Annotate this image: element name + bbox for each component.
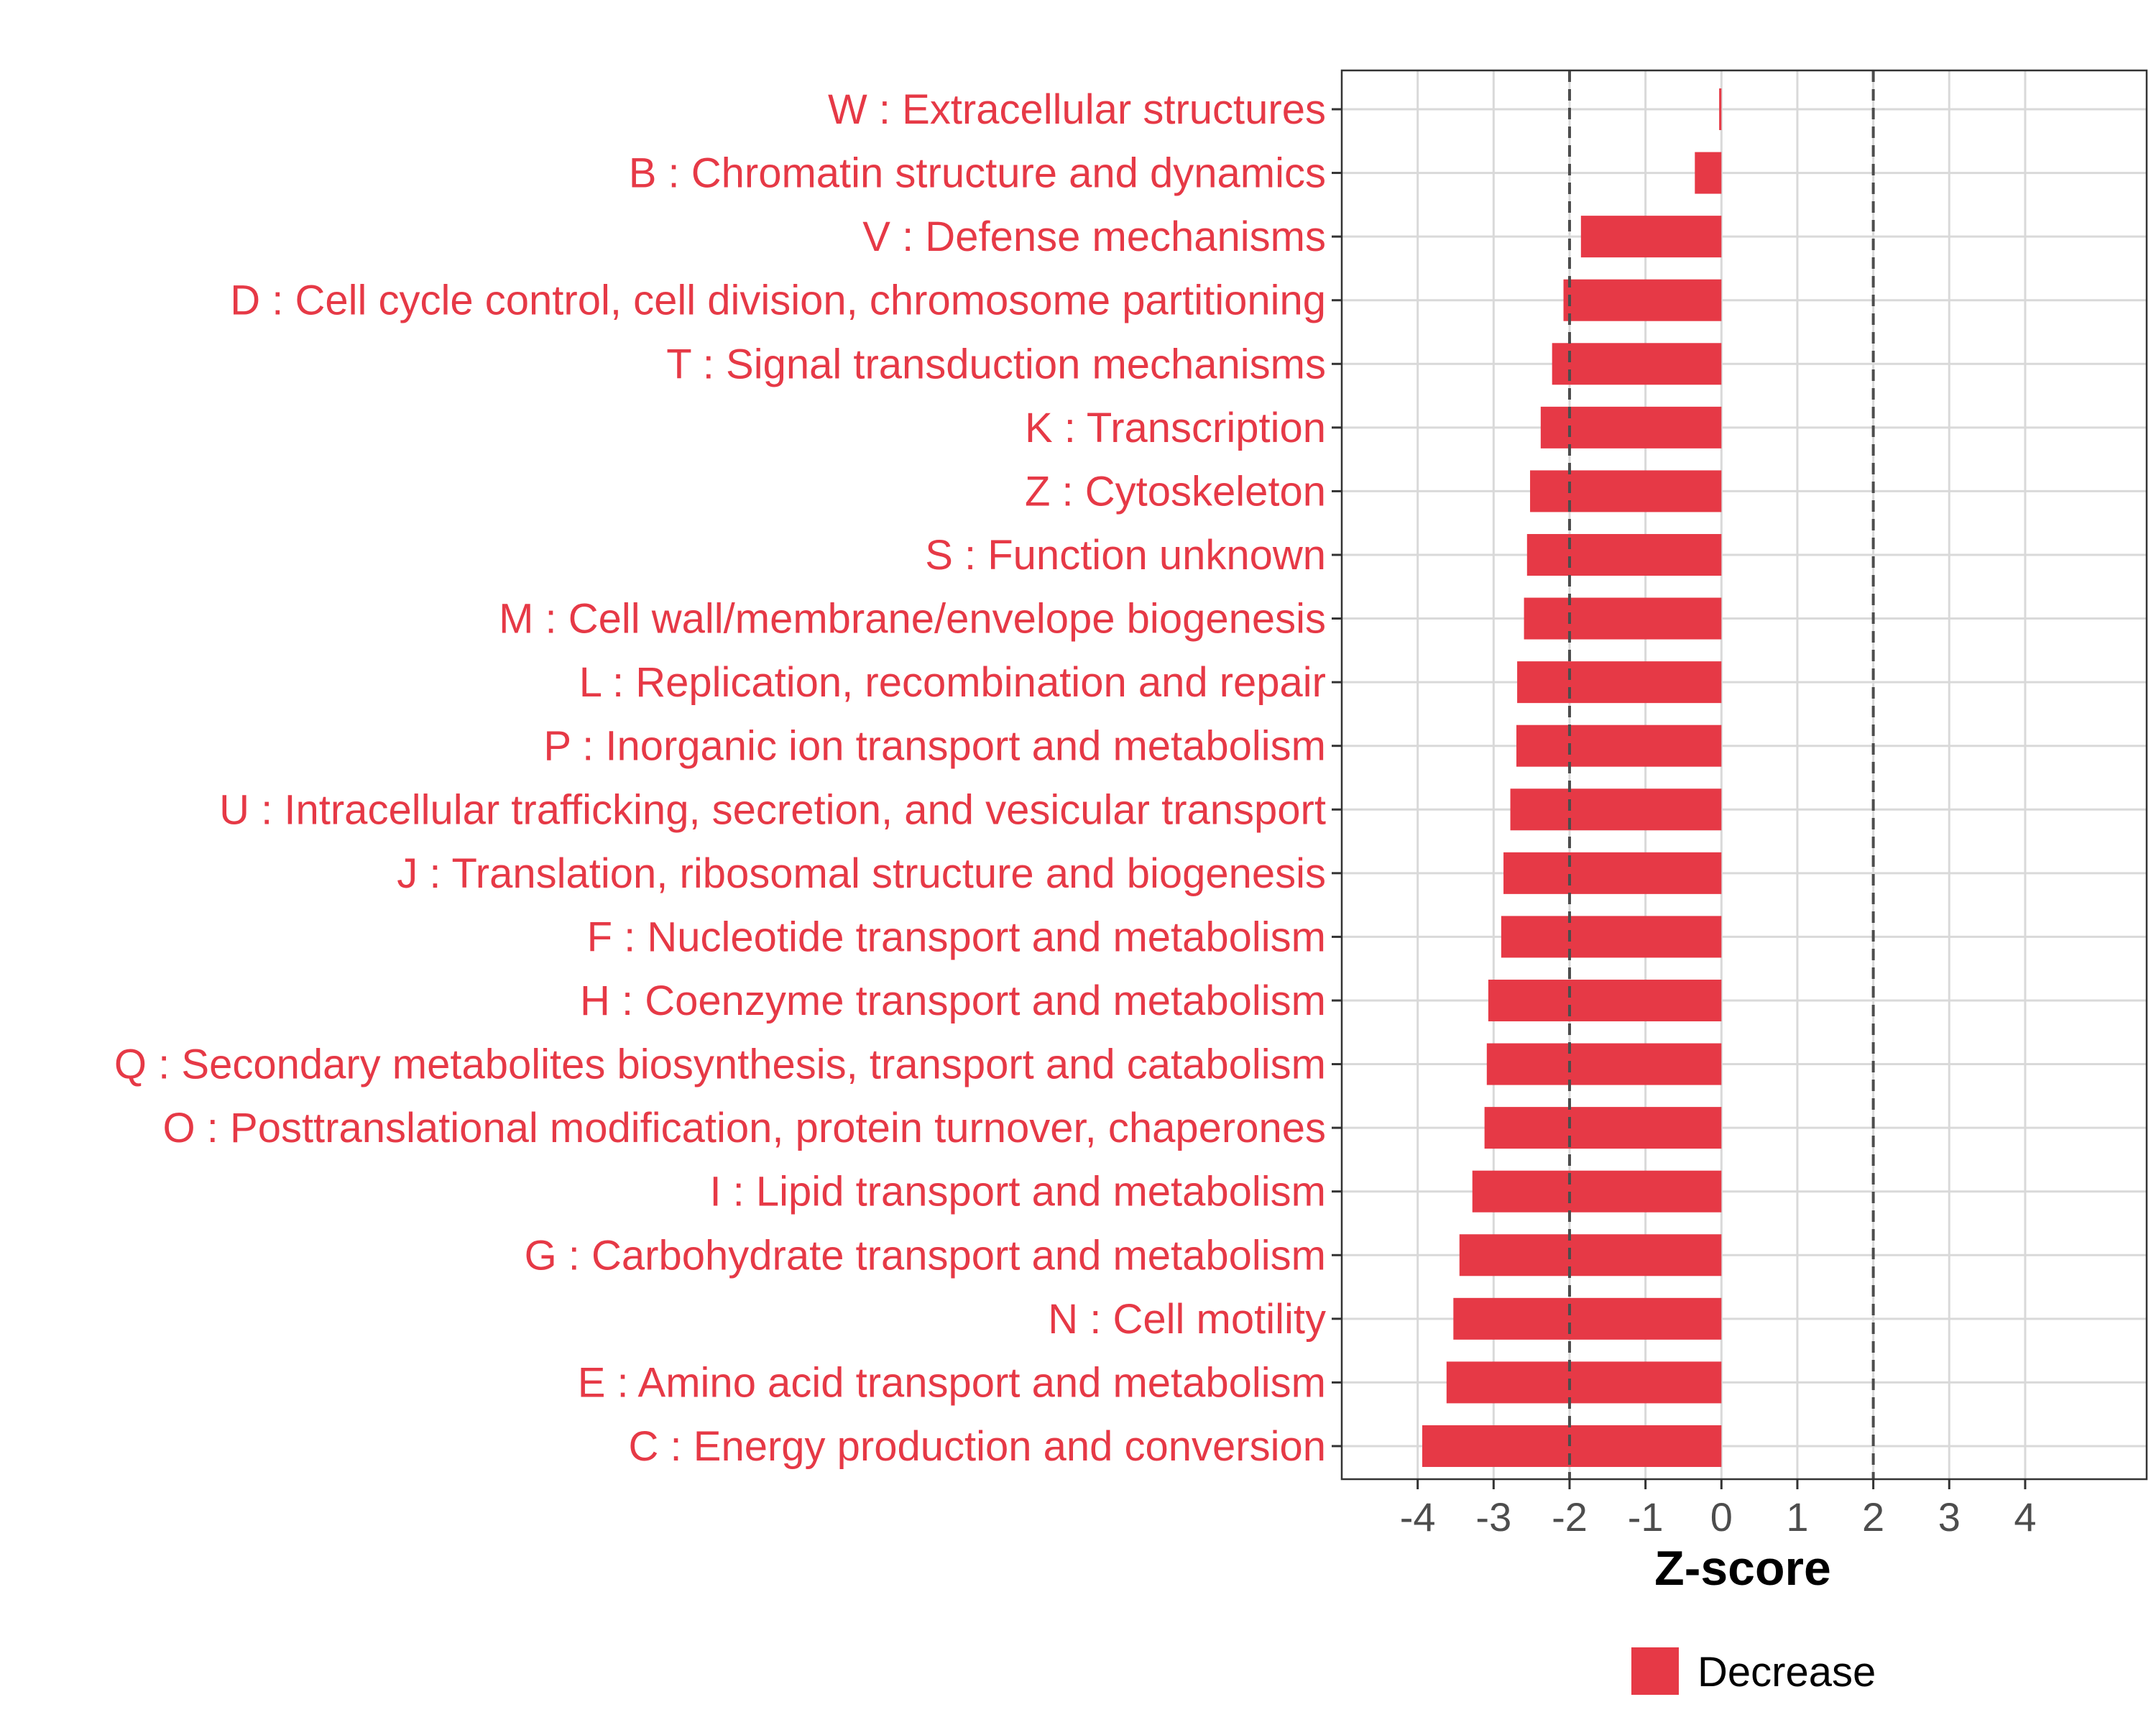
x-tick-label: 3	[1938, 1494, 1961, 1540]
category-label: F : Nucleotide transport and metabolism	[587, 914, 1326, 960]
x-tick-label: -3	[1475, 1494, 1511, 1540]
bar	[1540, 406, 1722, 448]
category-label: N : Cell motility	[1048, 1296, 1326, 1343]
bar	[1459, 1234, 1722, 1276]
category-label: O : Posttranslational modification, prot…	[163, 1105, 1326, 1151]
x-axis-ticks	[1416, 1479, 2027, 1489]
bar	[1563, 279, 1722, 321]
bar	[1524, 597, 1722, 640]
x-tick-label: 2	[1862, 1494, 1884, 1540]
x-tick-label: -4	[1400, 1494, 1436, 1540]
bar	[1516, 724, 1722, 767]
category-label: K : Transcription	[1025, 405, 1326, 451]
category-label: J : Translation, ribosomal structure and…	[397, 850, 1326, 897]
category-label: D : Cell cycle control, cell division, c…	[230, 277, 1326, 324]
category-label: L : Replication, recombination and repai…	[579, 659, 1326, 706]
x-axis-title: Z-score	[1654, 1541, 1831, 1596]
category-label: T : Signal transduction mechanisms	[666, 341, 1326, 387]
category-label: E : Amino acid transport and metabolism	[578, 1359, 1326, 1406]
x-tick-label: 4	[2014, 1494, 2036, 1540]
x-tick-label: 0	[1710, 1494, 1733, 1540]
category-label: M : Cell wall/membrane/envelope biogenes…	[499, 596, 1326, 643]
y-axis-ticks	[1332, 108, 1342, 1448]
bar	[1503, 852, 1722, 894]
bar	[1530, 470, 1722, 512]
legend-swatch-decrease	[1631, 1647, 1679, 1695]
category-label: H : Coenzyme transport and metabolism	[580, 978, 1326, 1024]
category-label: W : Extracellular structures	[828, 86, 1326, 133]
x-tick-label: -1	[1628, 1494, 1664, 1540]
bar	[1484, 1107, 1722, 1149]
bar	[1552, 343, 1722, 385]
category-label: P : Inorganic ion transport and metaboli…	[543, 723, 1326, 770]
category-label: Z : Cytoskeleton	[1025, 468, 1326, 515]
category-label: S : Function unknown	[925, 532, 1326, 579]
x-tick-labels: -4 -3 -2 -1 0 1 2 3 4	[1400, 1494, 2037, 1540]
category-label: G : Carbohydrate transport and metabolis…	[525, 1232, 1326, 1279]
category-label: U : Intracellular trafficking, secretion…	[219, 786, 1326, 833]
bar	[1486, 1043, 1722, 1085]
category-label: B : Chromatin structure and dynamics	[629, 150, 1326, 197]
category-labels: W : Extracellular structures B : Chromati…	[114, 86, 1326, 1470]
bar	[1501, 916, 1722, 958]
legend-label-decrease: Decrease	[1697, 1649, 1876, 1696]
panel-border	[1340, 69, 2148, 1481]
category-label: C : Energy production and conversion	[629, 1423, 1326, 1470]
x-tick-label: 1	[1786, 1494, 1808, 1540]
bar	[1719, 88, 1722, 130]
legend: Decrease	[1631, 1647, 1876, 1696]
bar	[1422, 1425, 1722, 1467]
bar	[1446, 1361, 1722, 1404]
bars	[1422, 88, 1722, 1467]
reference-lines	[1567, 70, 1875, 1479]
bar	[1517, 661, 1722, 704]
bar	[1472, 1170, 1722, 1213]
x-tick-label: -2	[1552, 1494, 1588, 1540]
bar	[1510, 788, 1722, 831]
bar	[1526, 533, 1722, 576]
category-label: V : Defense mechanisms	[862, 213, 1326, 260]
bar	[1453, 1297, 1722, 1340]
grid-lines	[1342, 70, 2147, 1479]
category-label: Q : Secondary metabolites biosynthesis, …	[114, 1041, 1326, 1088]
category-label: I : Lipid transport and metabolism	[709, 1169, 1326, 1215]
bar	[1488, 979, 1722, 1021]
bar	[1580, 216, 1722, 258]
bar	[1695, 152, 1722, 194]
